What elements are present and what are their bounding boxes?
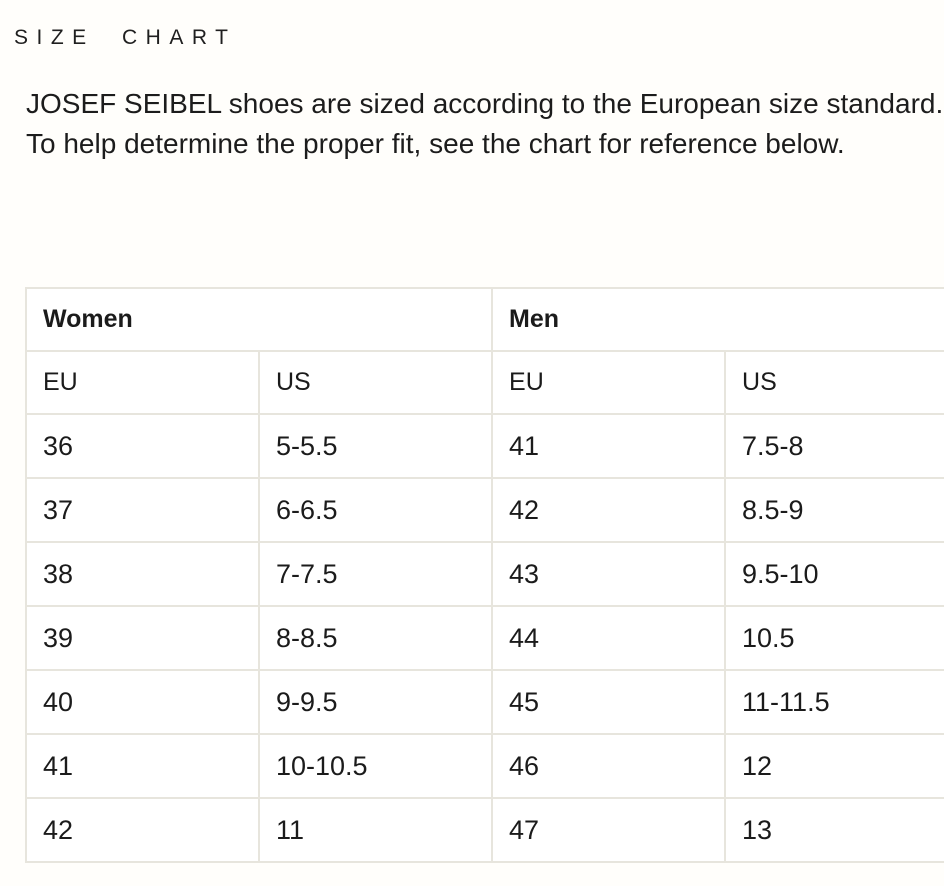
col-header-women-eu: EU bbox=[25, 350, 260, 415]
table-row: 38 7-7.5 43 9.5-10 bbox=[25, 541, 944, 607]
subheader-row: EU US EU US bbox=[25, 350, 944, 415]
table-cell: 11-11.5 bbox=[724, 669, 944, 735]
table-row: 42 11 47 13 bbox=[25, 797, 944, 863]
table-cell: 42 bbox=[491, 477, 727, 543]
table-cell: 12 bbox=[724, 733, 944, 799]
table-row: 41 10-10.5 46 12 bbox=[25, 733, 944, 799]
table-row: 36 5-5.5 41 7.5-8 bbox=[25, 413, 944, 479]
size-table-body: 36 5-5.5 41 7.5-8 37 6-6.5 42 8.5-9 38 7-7.5 43 9.5… bbox=[25, 413, 944, 863]
table-cell: 47 bbox=[491, 797, 727, 863]
table-cell: 40 bbox=[25, 669, 260, 735]
col-header-women-us: US bbox=[257, 350, 494, 415]
table-cell: 10-10.5 bbox=[257, 733, 494, 799]
group-header-women: Women bbox=[24, 287, 494, 352]
table-cell: 44 bbox=[491, 605, 727, 671]
table-cell: 9-9.5 bbox=[257, 669, 494, 735]
table-cell: 10.5 bbox=[724, 605, 944, 671]
table-row: 40 9-9.5 45 11-11.5 bbox=[25, 669, 944, 735]
col-header-men-us: US bbox=[724, 350, 944, 415]
table-cell: 7-7.5 bbox=[257, 541, 494, 607]
table-cell: 8-8.5 bbox=[257, 605, 494, 671]
table-cell: 43 bbox=[491, 541, 727, 607]
page-title: SIZE CHART bbox=[14, 26, 237, 49]
table-cell: 5-5.5 bbox=[257, 413, 494, 479]
group-header-row: Women Men bbox=[24, 287, 944, 352]
table-cell: 7.5-8 bbox=[724, 413, 944, 479]
table-row: 37 6-6.5 42 8.5-9 bbox=[25, 477, 944, 543]
table-row: 39 8-8.5 44 10.5 bbox=[25, 605, 944, 671]
table-cell: 9.5-10 bbox=[724, 541, 944, 607]
table-cell: 41 bbox=[25, 733, 260, 799]
table-cell: 8.5-9 bbox=[724, 477, 944, 543]
table-cell: 39 bbox=[25, 605, 260, 671]
table-cell: 41 bbox=[491, 413, 727, 479]
table-cell: 45 bbox=[491, 669, 727, 735]
size-table: Women Men EU US EU US 36 5-5.5 41 7.5-8 37 6-… bbox=[24, 287, 944, 863]
table-cell: 46 bbox=[491, 733, 727, 799]
table-cell: 36 bbox=[25, 413, 260, 479]
table-cell: 37 bbox=[25, 477, 260, 543]
table-cell: 6-6.5 bbox=[257, 477, 494, 543]
intro-paragraph: JOSEF SEIBEL shoes are sized according t… bbox=[26, 88, 944, 159]
table-cell: 13 bbox=[724, 797, 944, 863]
table-cell: 38 bbox=[25, 541, 260, 607]
table-cell: 42 bbox=[25, 797, 260, 863]
col-header-men-eu: EU bbox=[491, 350, 727, 415]
group-header-men: Men bbox=[491, 287, 944, 352]
table-cell: 11 bbox=[257, 797, 494, 863]
